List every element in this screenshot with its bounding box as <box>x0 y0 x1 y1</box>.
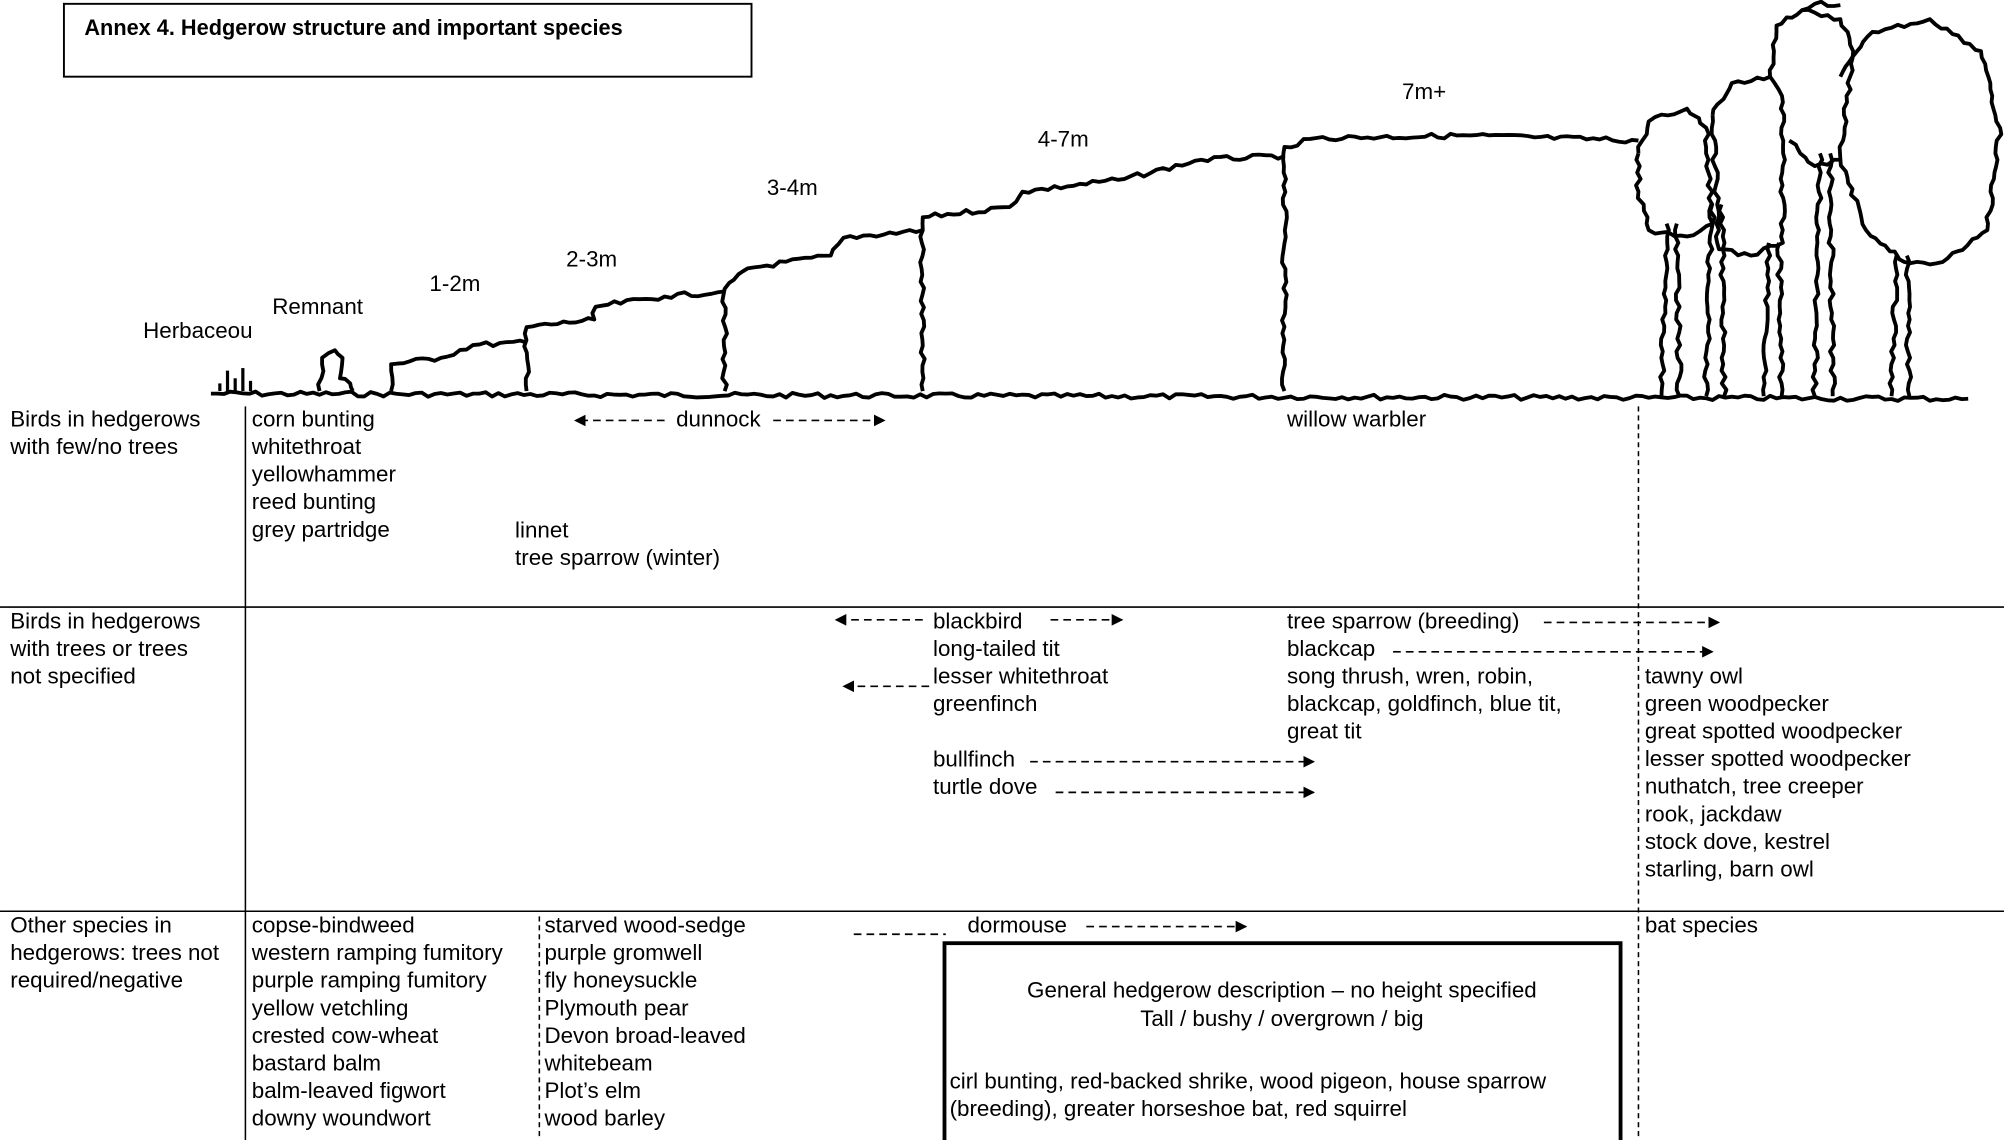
species: great spotted woodpecker <box>1645 718 1903 743</box>
species: long-tailed tit <box>933 636 1061 661</box>
row-label: Birds in hedgerows <box>10 608 200 633</box>
species: song thrush, wren, robin, <box>1287 664 1533 689</box>
height-label: 2-3m <box>566 247 617 272</box>
box-heading: Tall / bushy / overgrown / big <box>1140 1006 1423 1031</box>
hedge-outline <box>1719 204 1726 396</box>
species: wood barley <box>543 1106 665 1131</box>
species: blackcap, goldfinch, blue tit, <box>1287 691 1562 716</box>
species: reed bunting <box>252 489 376 514</box>
hedge-outline <box>1763 243 1770 396</box>
hedge-outline <box>391 341 526 391</box>
species: downy woundwort <box>252 1106 432 1131</box>
diagram: Annex 4. Hedgerow structure and importan… <box>0 0 2004 1140</box>
hedge-outline <box>1675 224 1681 397</box>
hedge-outline <box>1636 109 1715 237</box>
species: linnet <box>515 518 569 543</box>
hedge-outline <box>1704 204 1713 396</box>
species: bastard balm <box>252 1051 381 1076</box>
height-label: 1-2m <box>429 271 480 296</box>
row-label: hedgerows: trees not <box>10 940 220 965</box>
arrows <box>575 420 1719 934</box>
row-label: required/negative <box>10 968 183 993</box>
species: corn bunting <box>252 406 375 431</box>
species: greenfinch <box>933 691 1037 716</box>
species: whitethroat <box>251 434 362 459</box>
hedge-outline <box>318 350 353 391</box>
row-label: Birds in hedgerows <box>10 406 200 431</box>
species: dunnock <box>676 406 761 431</box>
species: yellow vetchling <box>252 995 409 1020</box>
hedge-outline <box>524 291 724 391</box>
species: great tit <box>1287 719 1362 744</box>
species: whitebeam <box>543 1051 652 1076</box>
species: Plot’s elm <box>544 1078 641 1103</box>
species: rook, jackdaw <box>1645 801 1783 826</box>
row-label: Other species in <box>10 912 172 937</box>
hedge-outline <box>1282 134 1638 391</box>
hedge-outline <box>1840 19 2001 264</box>
height-label: Herbaceou <box>143 318 252 343</box>
title: Annex 4. Hedgerow structure and importan… <box>84 15 622 40</box>
hedge-outline <box>1890 256 1898 397</box>
height-label: Remnant <box>272 294 364 319</box>
species: lesser spotted woodpecker <box>1645 746 1912 771</box>
species: lesser whitethroat <box>933 664 1109 689</box>
species: yellowhammer <box>252 462 397 487</box>
species: tree sparrow (breeding) <box>1287 608 1519 633</box>
species: green woodpecker <box>1645 691 1830 716</box>
species: (breeding), greater horseshoe bat, red s… <box>950 1096 1407 1121</box>
species: cirl bunting, red-backed shrike, wood pi… <box>950 1068 1547 1093</box>
species: willow warbler <box>1286 406 1427 431</box>
species: starved wood-sedge <box>544 912 745 937</box>
hedge-outline <box>1828 153 1835 396</box>
species: fly honeysuckle <box>544 968 697 993</box>
species: blackcap <box>1287 636 1375 661</box>
species: blackbird <box>933 608 1022 633</box>
row-label: with few/no trees <box>9 434 178 459</box>
species: purple gromwell <box>544 940 702 965</box>
species: tree sparrow (winter) <box>515 545 720 570</box>
species: Devon broad-leaved <box>544 1023 745 1048</box>
species: dormouse <box>967 912 1066 937</box>
species: copse-bindweed <box>252 912 415 937</box>
hedge-drawing <box>211 2 2001 401</box>
species: starling, barn owl <box>1645 856 1814 881</box>
row-label: not specified <box>10 664 136 689</box>
hedge-outline <box>211 392 1968 401</box>
species: turtle dove <box>933 774 1037 799</box>
hedge-outline <box>1777 243 1783 396</box>
species: Plymouth pear <box>544 995 689 1020</box>
hedge-outline <box>920 155 1284 391</box>
hedge-outline <box>1802 2 1840 11</box>
hedge-outline <box>722 230 923 391</box>
species: western ramping fumitory <box>251 940 504 965</box>
hedge-outline <box>1906 256 1911 397</box>
row-label: with trees or trees <box>9 636 188 661</box>
species: purple ramping fumitory <box>252 968 488 993</box>
species: crested cow-wheat <box>252 1023 439 1048</box>
hedge-outline <box>1813 153 1823 396</box>
species: bat species <box>1645 912 1758 937</box>
species: grey partridge <box>252 517 390 542</box>
species: bullfinch <box>933 746 1015 771</box>
height-label: 3-4m <box>767 175 818 200</box>
texts: Annex 4. Hedgerow structure and importan… <box>9 15 1911 1131</box>
box-heading: General hedgerow description – no height… <box>1027 978 1537 1003</box>
height-label: 7m+ <box>1402 79 1446 104</box>
species: tawny owl <box>1645 663 1743 688</box>
species: balm-leaved figwort <box>252 1078 447 1103</box>
height-label: 4-7m <box>1038 126 1089 151</box>
hedge-outline <box>1660 224 1669 397</box>
species: nuthatch, tree creeper <box>1645 774 1864 799</box>
species: stock dove, kestrel <box>1645 829 1830 854</box>
